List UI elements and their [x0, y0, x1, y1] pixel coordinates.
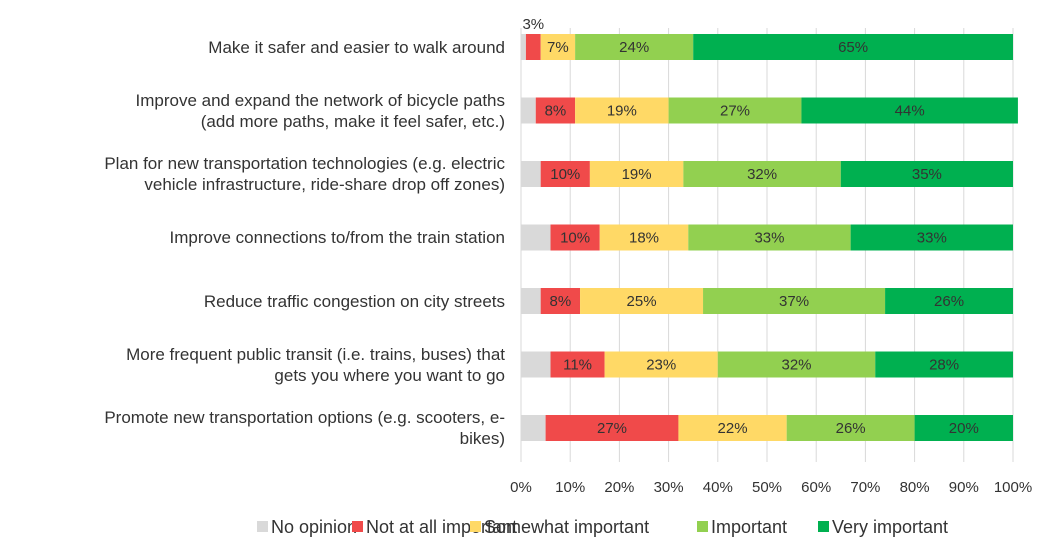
data-label: 35% — [912, 166, 942, 183]
data-label: 22% — [718, 420, 748, 437]
category-label: Plan for new transportation technologies… — [104, 154, 505, 194]
bar-segment — [540, 34, 576, 60]
data-label: 7% — [547, 39, 569, 56]
x-tick-label: 80% — [900, 479, 930, 496]
data-label: 10% — [550, 166, 580, 183]
bar-segment — [688, 224, 851, 251]
data-label: 27% — [597, 420, 627, 437]
bar-segment — [693, 34, 1013, 60]
data-label: 8% — [545, 102, 567, 119]
data-label: 32% — [747, 166, 777, 183]
data-label: 33% — [917, 229, 947, 246]
legend-label: Important — [711, 517, 787, 537]
bar-segment — [840, 161, 1013, 187]
data-label: 10% — [560, 229, 590, 246]
data-label: 25% — [627, 293, 657, 310]
x-tick-label: 40% — [703, 479, 733, 496]
bar-segment — [521, 161, 541, 187]
bar-segment — [599, 224, 689, 251]
bar-segment — [575, 34, 694, 60]
bar-segment — [885, 288, 1013, 314]
category-label: Make it safer and easier to walk around — [208, 37, 505, 57]
x-tick-label: 0% — [510, 479, 532, 496]
bar-segment — [850, 224, 1013, 251]
bar-segment — [703, 288, 886, 314]
bar-segment — [786, 415, 915, 441]
x-tick-label: 50% — [752, 479, 782, 496]
data-label: 23% — [646, 356, 676, 373]
legend-swatch — [818, 521, 829, 532]
bar-segment — [550, 224, 600, 251]
bar-segment — [521, 288, 541, 314]
bar-segment — [717, 351, 876, 378]
legend-label: No opinion — [271, 517, 357, 537]
bar-segment — [801, 97, 1018, 124]
bar-segment — [545, 415, 679, 441]
data-label: 11% — [563, 356, 592, 373]
bar-segment — [550, 351, 605, 378]
bar-segment — [540, 161, 590, 187]
bar-segment — [668, 97, 802, 124]
legend-swatch — [697, 521, 708, 532]
data-label: 19% — [607, 102, 637, 119]
data-label: 19% — [622, 166, 652, 183]
data-label: 37% — [779, 293, 809, 310]
x-tick-label: 60% — [801, 479, 831, 496]
bar-segment — [604, 351, 718, 378]
x-tick-label: 10% — [555, 479, 585, 496]
bar-segment — [683, 161, 841, 187]
category-label: Reduce traffic congestion on city street… — [203, 291, 505, 311]
data-label: 32% — [782, 356, 812, 373]
data-label: 24% — [619, 39, 649, 56]
data-label: 65% — [838, 39, 868, 56]
bar-segment — [540, 288, 581, 314]
category-label: More frequent public transit (i.e. train… — [126, 344, 505, 385]
legend-label: Somewhat important — [484, 517, 649, 537]
bar-segment — [525, 34, 541, 60]
bar-segment — [521, 34, 526, 60]
legend-label: Very important — [832, 517, 948, 537]
bar-segment — [521, 351, 551, 378]
bar-segment — [875, 351, 1013, 378]
bar-segment — [521, 415, 546, 441]
data-label: 44% — [895, 102, 925, 119]
data-label: 27% — [720, 102, 750, 119]
bar-segment — [575, 97, 669, 124]
legend-swatch — [257, 521, 268, 532]
data-label: 20% — [949, 420, 979, 437]
data-label: 26% — [836, 420, 866, 437]
bar-segment — [521, 97, 536, 124]
bar-segment — [678, 415, 787, 441]
data-label: 26% — [934, 293, 964, 310]
x-tick-label: 100% — [994, 479, 1032, 496]
data-label: 3% — [522, 16, 544, 33]
x-tick-label: 70% — [850, 479, 880, 496]
data-label: 33% — [754, 229, 784, 246]
x-tick-label: 20% — [604, 479, 634, 496]
bar-segment — [914, 415, 1013, 441]
category-label: Improve connections to/from the train st… — [169, 228, 505, 247]
bar-segment — [521, 224, 551, 251]
bar-segment — [580, 288, 704, 314]
category-label: Improve and expand the network of bicycl… — [135, 90, 506, 131]
legend-swatch — [470, 521, 481, 532]
x-tick-label: 90% — [949, 479, 979, 496]
bar-segment — [535, 97, 576, 124]
data-label: 18% — [629, 229, 659, 246]
category-label: Promote new transportation options (e.g.… — [104, 408, 505, 448]
x-tick-label: 30% — [654, 479, 684, 496]
legend-swatch — [352, 521, 363, 532]
data-label: 28% — [929, 356, 959, 373]
data-label: 8% — [550, 293, 572, 310]
bar-segment — [589, 161, 684, 187]
